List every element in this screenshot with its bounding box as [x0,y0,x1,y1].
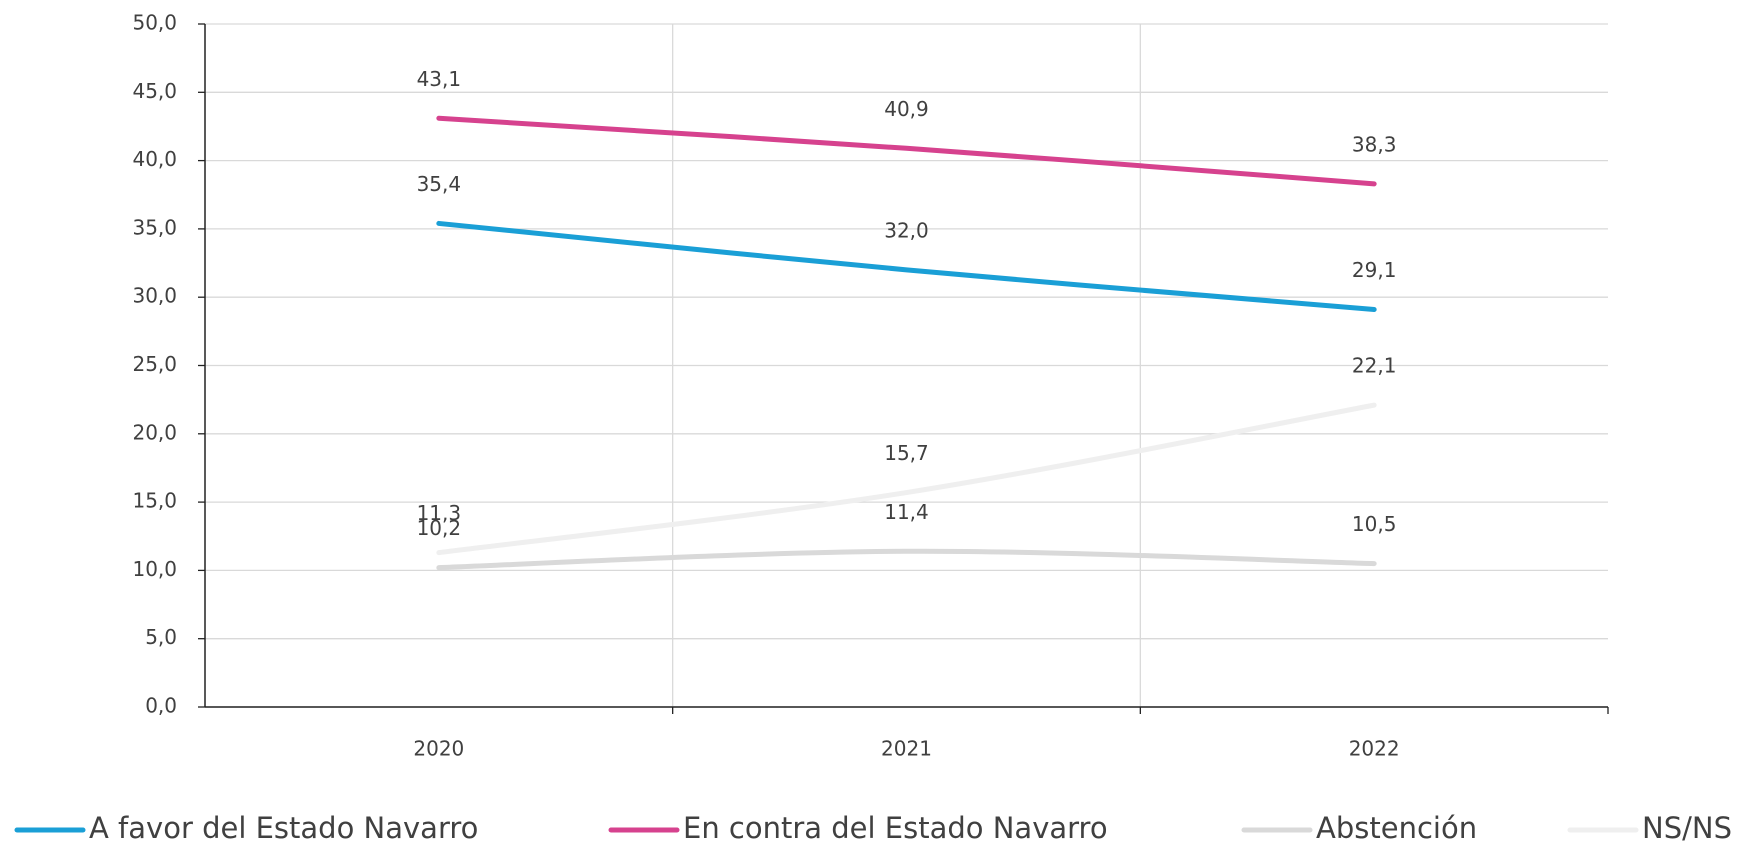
y-tick-label: 25,0 [132,352,177,376]
x-tick-label: 2022 [1349,737,1400,761]
data-label: 43,1 [417,67,462,91]
series-line [436,402,1377,556]
y-tick-label: 50,0 [132,11,177,35]
legend-label: En contra del Estado Navarro [683,811,1108,844]
series-line [436,220,1377,312]
y-tick-label: 40,0 [132,147,177,171]
data-label: 15,7 [884,441,929,465]
data-label: 10,5 [1352,512,1397,536]
y-tick-label: 15,0 [132,489,177,513]
legend-label: NS/NS [1642,811,1732,844]
x-tick-label: 2021 [881,737,932,761]
series-line [436,115,1377,187]
y-tick-label: 45,0 [132,79,177,103]
y-tick-label: 30,0 [132,284,177,308]
data-label: 29,1 [1352,258,1397,282]
y-tick-label: 20,0 [132,420,177,444]
legend-label: A favor del Estado Navarro [89,811,478,844]
data-label: 10,2 [417,516,462,540]
y-tick-label: 10,0 [132,557,177,581]
data-label: 40,9 [884,97,929,121]
data-label: 11,4 [884,500,929,524]
data-label: 11,3 [417,501,462,525]
legend-label: Abstención [1316,811,1477,844]
data-label: 35,4 [417,172,462,196]
series-line [436,548,1377,571]
y-tick-label: 5,0 [145,625,177,649]
data-label: 38,3 [1352,132,1397,156]
data-label: 22,1 [1352,354,1397,378]
y-tick-label: 35,0 [132,215,177,239]
x-tick-label: 2020 [413,737,464,761]
y-tick-label: 0,0 [145,694,177,718]
data-label: 32,0 [884,218,929,242]
